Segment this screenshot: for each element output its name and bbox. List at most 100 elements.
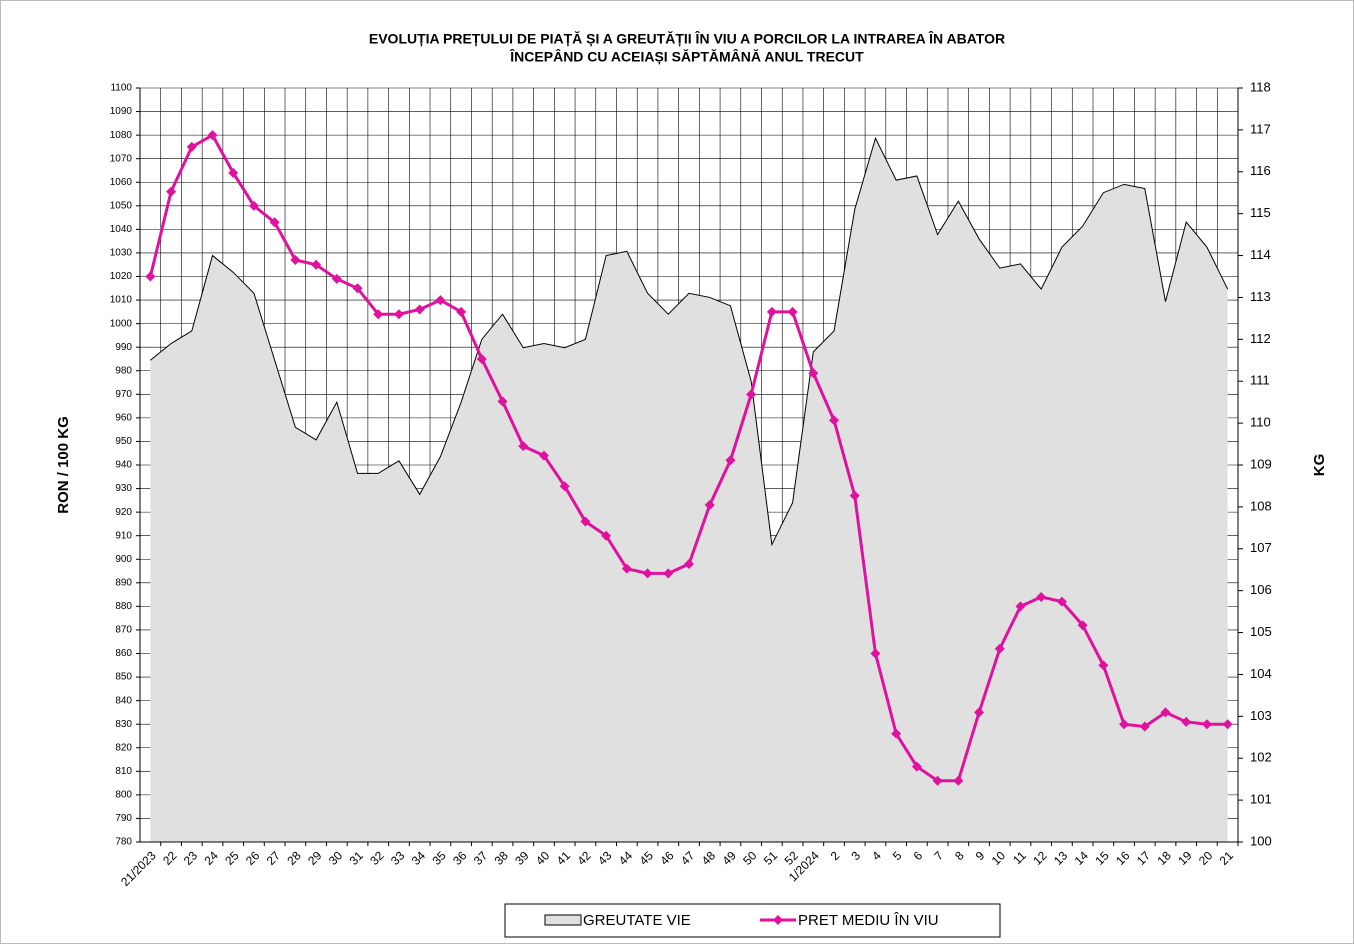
y-tick-label: 800: [115, 790, 132, 801]
y-tick-label: 820: [115, 742, 132, 753]
y-tick-label: 790: [115, 813, 132, 824]
marker: [435, 295, 446, 306]
legend-marker: [773, 915, 783, 925]
marker: [456, 306, 467, 317]
y-tick-label: 1000: [110, 318, 133, 329]
legend-swatch: [544, 914, 582, 926]
marker: [974, 707, 985, 718]
marker: [1201, 719, 1212, 730]
y-tick-label: 1080: [110, 130, 133, 141]
marker: [891, 728, 902, 739]
y2-tick-label: 109: [1250, 456, 1272, 471]
y-tick-label: 1070: [110, 153, 133, 164]
marker: [994, 643, 1005, 654]
marker: [1181, 716, 1192, 727]
y-tick-label: 840: [115, 695, 132, 706]
y2-tick-label: 106: [1250, 582, 1272, 597]
y-tick-label: 1050: [110, 200, 133, 211]
legend-label: GREUTATE VIE: [583, 912, 691, 929]
y-tick-label: 830: [115, 719, 132, 730]
y-tick-label: 850: [115, 672, 132, 683]
y2-tick-label: 105: [1250, 624, 1272, 639]
marker: [1160, 707, 1171, 718]
marker: [580, 516, 591, 527]
marker: [476, 353, 487, 364]
marker: [352, 283, 363, 294]
marker: [559, 481, 570, 492]
marker: [1222, 719, 1233, 730]
y2-tick-label: 117: [1250, 121, 1271, 136]
legend-box: [504, 903, 1001, 938]
y-tick-label: 990: [115, 342, 132, 353]
y2-tick-label: 112: [1250, 331, 1271, 346]
y-tick-label: 1100: [110, 83, 132, 94]
y-tick-label: 930: [115, 483, 132, 494]
y-tick-label: 1010: [110, 295, 133, 306]
area: [150, 138, 1228, 842]
marker: [663, 568, 674, 579]
marker: [746, 389, 757, 400]
marker: [601, 530, 612, 541]
y-tick-label: 780: [115, 837, 132, 848]
y-tick-label: 1020: [110, 271, 133, 282]
y-tick-label: 1040: [110, 224, 133, 235]
y2-axis-label: KG: [1311, 454, 1328, 477]
y-tick-label: 860: [115, 648, 132, 659]
y2-tick-label: 113: [1250, 289, 1271, 304]
marker: [393, 309, 404, 320]
y-tick-label: 1090: [110, 106, 133, 117]
marker: [373, 309, 384, 320]
marker: [1119, 719, 1130, 730]
y2-tick-label: 116: [1250, 163, 1271, 178]
marker: [1098, 660, 1109, 671]
marker: [414, 304, 425, 315]
marker: [849, 490, 860, 501]
marker: [1056, 596, 1067, 607]
y2-tick-label: 108: [1250, 498, 1272, 513]
area-outline: [150, 136, 1229, 547]
marker: [331, 273, 342, 284]
y-tick-label: 910: [115, 530, 132, 541]
marker: [1015, 601, 1026, 612]
marker: [787, 306, 798, 317]
y-tick-label: 890: [115, 577, 132, 588]
marker: [1036, 591, 1047, 602]
marker: [166, 186, 177, 197]
chart-subtitle: ÎNCEPÂND CU ACEIAȘI SĂPTĂMÂNĂ ANUL TRECU…: [509, 48, 864, 65]
marker: [684, 558, 694, 569]
marker: [186, 141, 197, 152]
marker: [870, 648, 881, 659]
marker: [207, 130, 218, 141]
marker: [725, 455, 736, 466]
marker: [145, 271, 156, 282]
y2-tick-label: 110: [1250, 415, 1271, 430]
y2-tick-label: 115: [1250, 205, 1271, 220]
y2-tick-label: 107: [1250, 540, 1272, 555]
y-tick-label: 920: [115, 507, 132, 518]
y-tick-label: 980: [115, 365, 132, 376]
y-tick-label: 970: [115, 389, 132, 400]
marker: [228, 167, 239, 178]
y-tick-label: 940: [115, 460, 132, 471]
y-tick-label: 960: [115, 413, 132, 424]
y-tick-label: 950: [115, 436, 132, 447]
marker: [911, 761, 922, 772]
marker: [829, 415, 840, 426]
y2-tick-label: 104: [1250, 666, 1272, 681]
marker: [808, 368, 819, 379]
y2-tick-label: 103: [1250, 708, 1272, 723]
y2-tick-label: 102: [1250, 750, 1272, 765]
marker: [538, 450, 549, 461]
marker: [642, 568, 653, 579]
marker: [704, 500, 715, 511]
y-tick-label: 870: [115, 625, 132, 636]
marker: [1077, 620, 1088, 631]
marker: [953, 775, 964, 786]
marker: [518, 441, 529, 452]
y-tick-label: 1060: [110, 177, 133, 188]
marker: [766, 306, 777, 317]
y-tick-label: 900: [115, 554, 132, 565]
marker: [932, 775, 943, 786]
marker: [1139, 721, 1150, 732]
